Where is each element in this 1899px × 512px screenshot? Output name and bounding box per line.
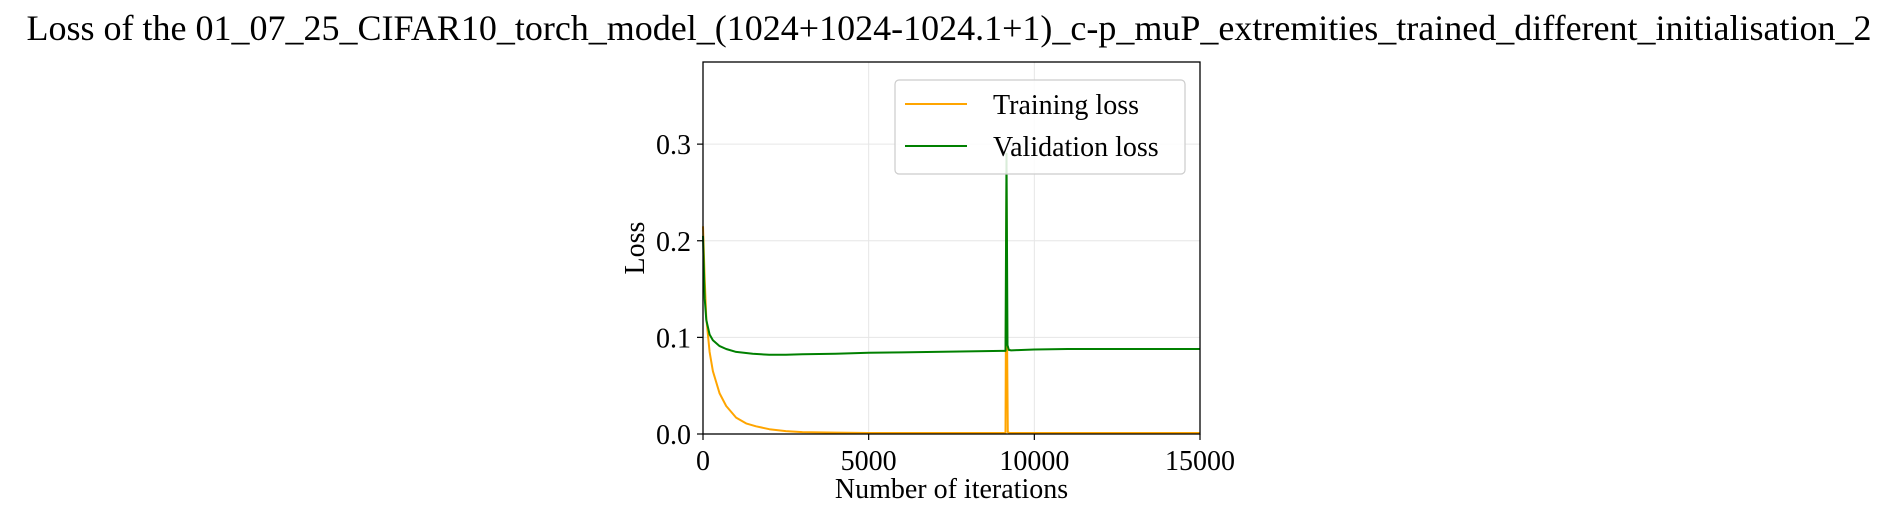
axis-ticks: 0 5000 10000 15000 0.0 0.1 0.2 0.3 (656, 130, 1235, 477)
validation-loss-line (702, 152, 1200, 356)
legend-label-training: Training loss (993, 90, 1139, 121)
legend: Training loss Validation loss (894, 79, 1186, 175)
legend-label-validation: Validation loss (993, 132, 1159, 163)
x-axis-label: Number of iterations (835, 474, 1068, 505)
y-tick-label: 0.0 (656, 420, 691, 451)
x-tick-label: 5000 (841, 446, 897, 477)
x-tick-label: 10000 (999, 446, 1069, 477)
chart-title: Loss of the 01_07_25_CIFAR10_torch_model… (27, 8, 1872, 48)
plot-frame (702, 61, 1201, 435)
legend-box (894, 79, 1186, 175)
y-tick-label: 0.3 (656, 130, 691, 161)
y-tick-label: 0.2 (656, 227, 691, 258)
training-loss-line (702, 181, 1200, 434)
series-layer (702, 152, 1200, 434)
y-tick-label: 0.1 (656, 323, 691, 354)
x-tick-label: 0 (696, 446, 710, 477)
x-tick-label: 15000 (1165, 446, 1235, 477)
y-axis-label: Loss (620, 222, 651, 275)
